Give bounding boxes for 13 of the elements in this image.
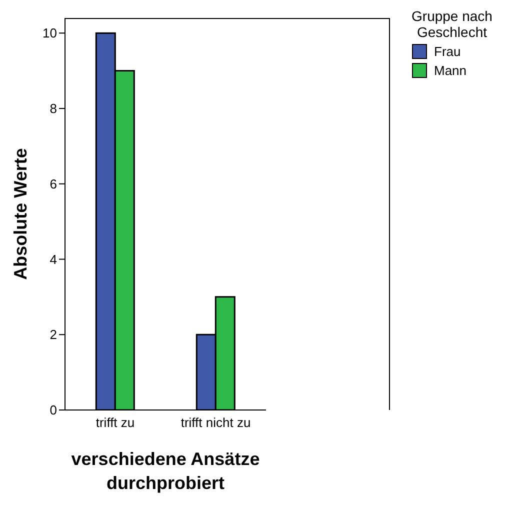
legend-label: Frau	[434, 44, 461, 59]
y-tick-label: 0	[50, 402, 57, 418]
y-tick-label: 8	[50, 101, 57, 116]
x-axis-title: verschiedene Ansätze durchprobiert	[71, 448, 260, 493]
y-tick-label: 6	[50, 176, 57, 192]
y-tick-label: 2	[50, 327, 57, 342]
x-tick-label: trifft nicht zu	[180, 415, 251, 430]
y-tick-label: 4	[50, 252, 57, 267]
legend-label: Mann	[434, 63, 467, 78]
legend-title: Gruppe nach Geschlecht	[410, 8, 494, 40]
y-tick-label: 10	[42, 26, 57, 41]
y-axis-title: Absolute Werte	[10, 148, 30, 280]
x-tick-label: trifft zu	[96, 415, 135, 430]
